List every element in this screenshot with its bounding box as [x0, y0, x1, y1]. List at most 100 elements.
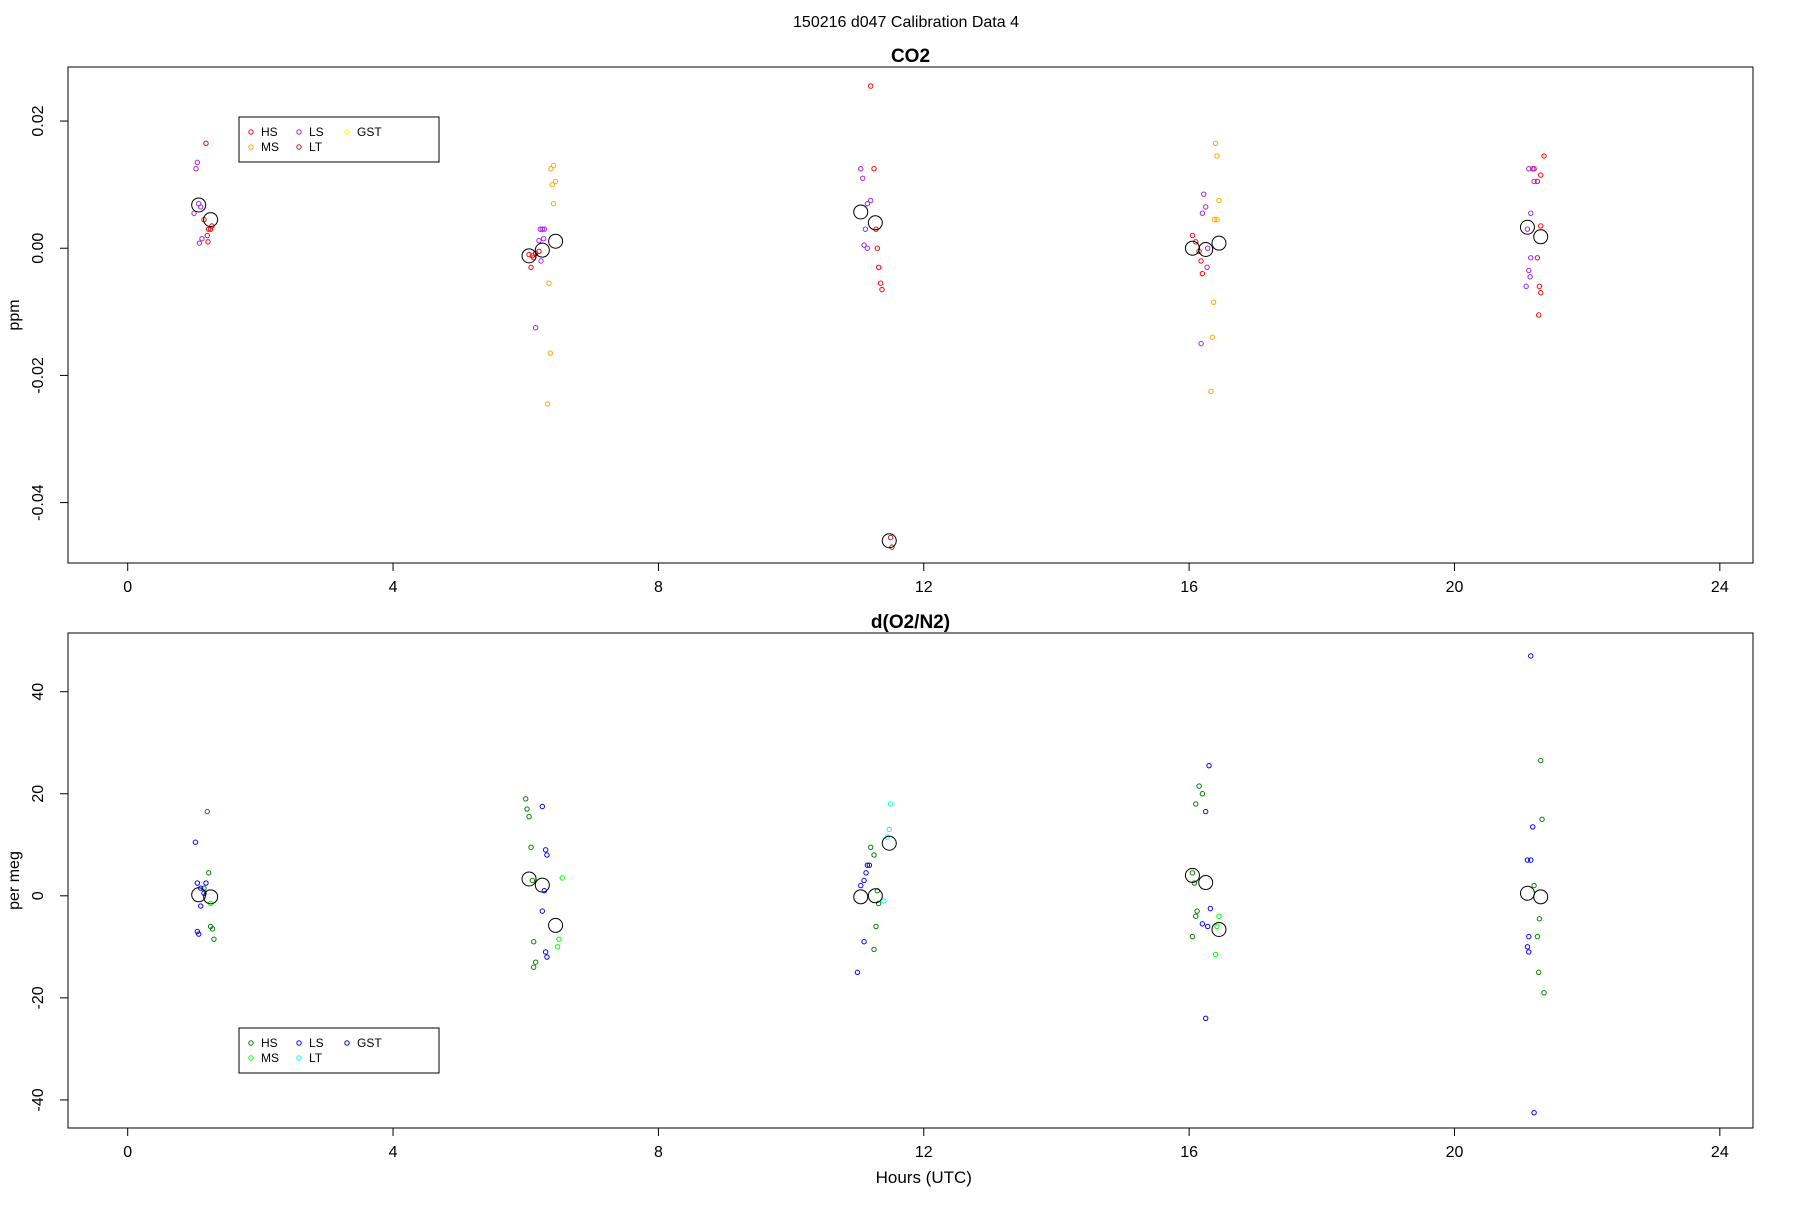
data-point — [864, 862, 871, 868]
mean-marker — [1211, 921, 1227, 937]
legend-swatch — [296, 144, 302, 150]
x-tick-label: 12 — [915, 1144, 933, 1161]
data-point — [1538, 223, 1544, 229]
series-hs — [201, 83, 1547, 318]
legend-label: MS — [261, 140, 279, 154]
data-point — [540, 235, 547, 242]
data-point — [523, 796, 529, 802]
o2n2-panel: d(O2/N2) 0 4 8 12 16 20 24 -40 -20 0 20 40 per meg Hou… — [6, 612, 1754, 1187]
data-point — [1196, 783, 1202, 789]
data-point — [887, 801, 894, 807]
legend-item-hs: HS — [248, 1036, 278, 1050]
data-point — [1539, 816, 1545, 822]
data-point — [541, 226, 548, 232]
data-point — [1528, 210, 1534, 216]
data-point — [858, 882, 864, 889]
data-point — [1528, 255, 1534, 261]
data-point — [1531, 178, 1537, 185]
series-hs — [201, 757, 1547, 996]
mean-marker — [1211, 235, 1227, 251]
data-point — [887, 534, 894, 541]
data-point — [1193, 239, 1199, 245]
o2n2-panel-title: d(O2/N2) — [871, 612, 950, 633]
data-point — [542, 847, 549, 853]
co2-panel-title: CO2 — [891, 46, 930, 67]
data-point — [1531, 882, 1537, 889]
mean-marker — [853, 204, 869, 220]
data-point — [1541, 153, 1547, 159]
mean-marker — [853, 889, 869, 905]
y-tick-label: -40 — [30, 1088, 47, 1111]
data-point — [864, 245, 871, 251]
legend-item-ms: MS — [248, 1051, 279, 1065]
data-point — [864, 201, 871, 207]
data-point — [881, 898, 887, 904]
data-point — [1214, 153, 1220, 159]
data-point — [1193, 913, 1199, 919]
data-point — [544, 401, 551, 407]
o2n2-x-axis-label: Hours (UTC) — [876, 1168, 972, 1187]
data-point — [1203, 1015, 1209, 1021]
o2n2-data-points — [192, 653, 1547, 1116]
data-point — [209, 926, 216, 932]
legend-label: GST — [357, 1036, 382, 1050]
data-point — [196, 240, 203, 246]
series-ms — [544, 140, 1222, 407]
data-point — [544, 954, 550, 960]
data-point — [873, 923, 879, 930]
data-point — [559, 875, 565, 881]
figure-title: 150216 d047 Calibration Data 4 — [793, 14, 1019, 31]
co2-y-axis-label: ppm — [6, 299, 23, 330]
series-lt — [881, 801, 894, 904]
legend-label: LT — [309, 1051, 323, 1065]
mean-marker — [1519, 885, 1535, 901]
data-point — [877, 280, 884, 286]
data-point — [1199, 791, 1206, 797]
data-point — [550, 162, 557, 169]
data-point — [1189, 933, 1196, 940]
mean-marker — [1533, 229, 1549, 245]
mean-marker — [1198, 242, 1214, 258]
x-tick-label: 4 — [389, 579, 398, 596]
data-point — [197, 903, 204, 909]
data-point — [549, 181, 555, 188]
y-tick-label: 0 — [30, 891, 47, 900]
data-point — [550, 201, 557, 207]
data-point — [1203, 204, 1209, 210]
data-point — [1209, 334, 1216, 340]
legend-swatch — [248, 129, 254, 135]
data-point — [1198, 258, 1204, 264]
data-point — [1199, 921, 1206, 927]
data-point — [871, 946, 877, 953]
legend-item-lt: LT — [296, 1051, 323, 1065]
mean-marker — [521, 248, 537, 264]
y-tick-label: 20 — [30, 785, 47, 803]
legend-label: HS — [261, 1036, 278, 1050]
data-point — [554, 944, 561, 950]
data-point — [1528, 653, 1534, 659]
mean-marker — [521, 871, 537, 887]
legend-label: LS — [309, 1036, 324, 1050]
data-point — [1191, 880, 1198, 886]
y-tick-label: 0.00 — [30, 233, 47, 264]
data-point — [1214, 216, 1220, 223]
series-ls — [192, 653, 1537, 1116]
data-point — [1536, 312, 1542, 318]
data-point — [1530, 166, 1536, 172]
data-point — [1523, 283, 1529, 290]
data-point — [547, 350, 553, 356]
data-point — [874, 245, 881, 251]
data-point — [1189, 870, 1196, 876]
mean-marker — [548, 233, 564, 249]
data-point — [1538, 290, 1544, 296]
data-point — [1204, 245, 1211, 251]
data-point — [529, 877, 536, 884]
data-point — [203, 140, 209, 147]
data-point — [1216, 197, 1222, 204]
data-point — [1524, 226, 1531, 232]
mean-marker — [191, 887, 207, 903]
data-point — [867, 844, 874, 851]
data-point — [879, 286, 885, 293]
